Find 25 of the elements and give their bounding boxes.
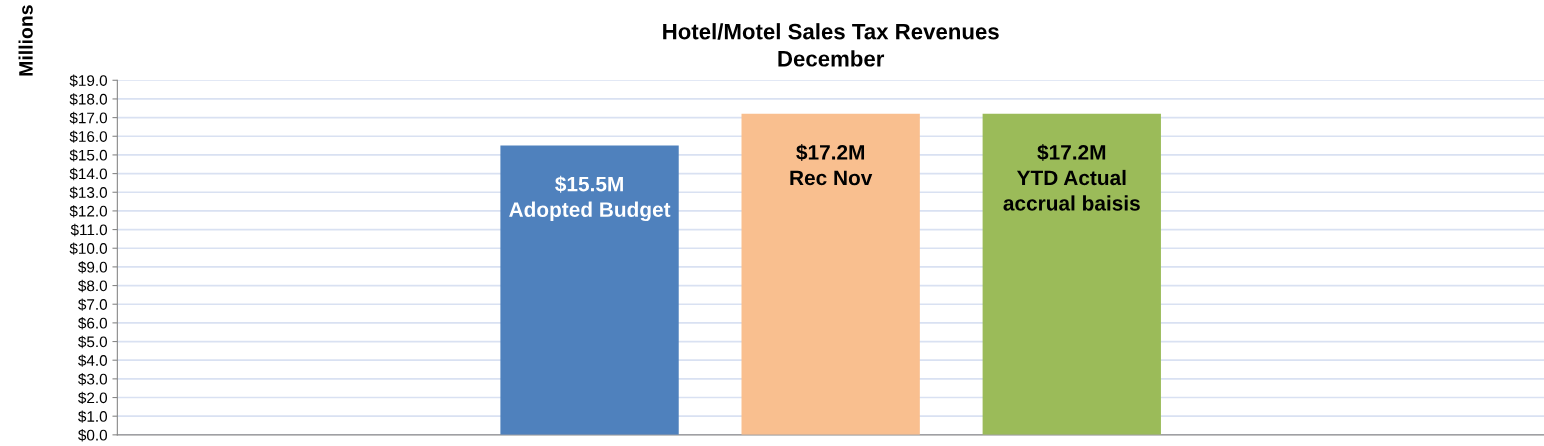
y-tick-label: $0.0 xyxy=(78,429,108,442)
y-tick-label: $5.0 xyxy=(78,335,108,349)
y-tick-label: $12.0 xyxy=(69,205,108,218)
y-tick-label: $1.0 xyxy=(78,410,108,423)
data-label: $17.2M YTD Actual accrual baisis xyxy=(1003,144,1140,211)
y-tick-label: $6.0 xyxy=(78,317,108,330)
y-tick-label: $17.0 xyxy=(69,111,108,125)
y-tick-label: $16.0 xyxy=(69,130,108,143)
y-tick-label: $11.0 xyxy=(70,223,108,237)
data-label: $15.5M Adopted Budget xyxy=(509,175,671,222)
data-label: $17.2M Rec Nov xyxy=(790,144,873,186)
y-tick-label: $14.0 xyxy=(69,167,108,181)
y-tick-label: $15.0 xyxy=(69,149,108,162)
y-tick-label: $4.0 xyxy=(78,354,108,367)
y-tick-label: $13.0 xyxy=(69,186,108,199)
y-tick-label: $7.0 xyxy=(78,298,108,311)
y-tick-label: $19.0 xyxy=(69,74,108,87)
y-tick-label: $2.0 xyxy=(78,391,108,405)
y-tick-label: $8.0 xyxy=(78,279,108,293)
y-tick-label: $18.0 xyxy=(69,93,108,106)
y-tick-label: $10.0 xyxy=(69,242,108,255)
y-axis-title: Millions xyxy=(18,5,33,76)
y-tick-label: $9.0 xyxy=(78,261,108,274)
chart-title: Hotel/Motel Sales Tax Revenues December xyxy=(663,23,999,67)
y-tick-label: $3.0 xyxy=(78,373,108,386)
